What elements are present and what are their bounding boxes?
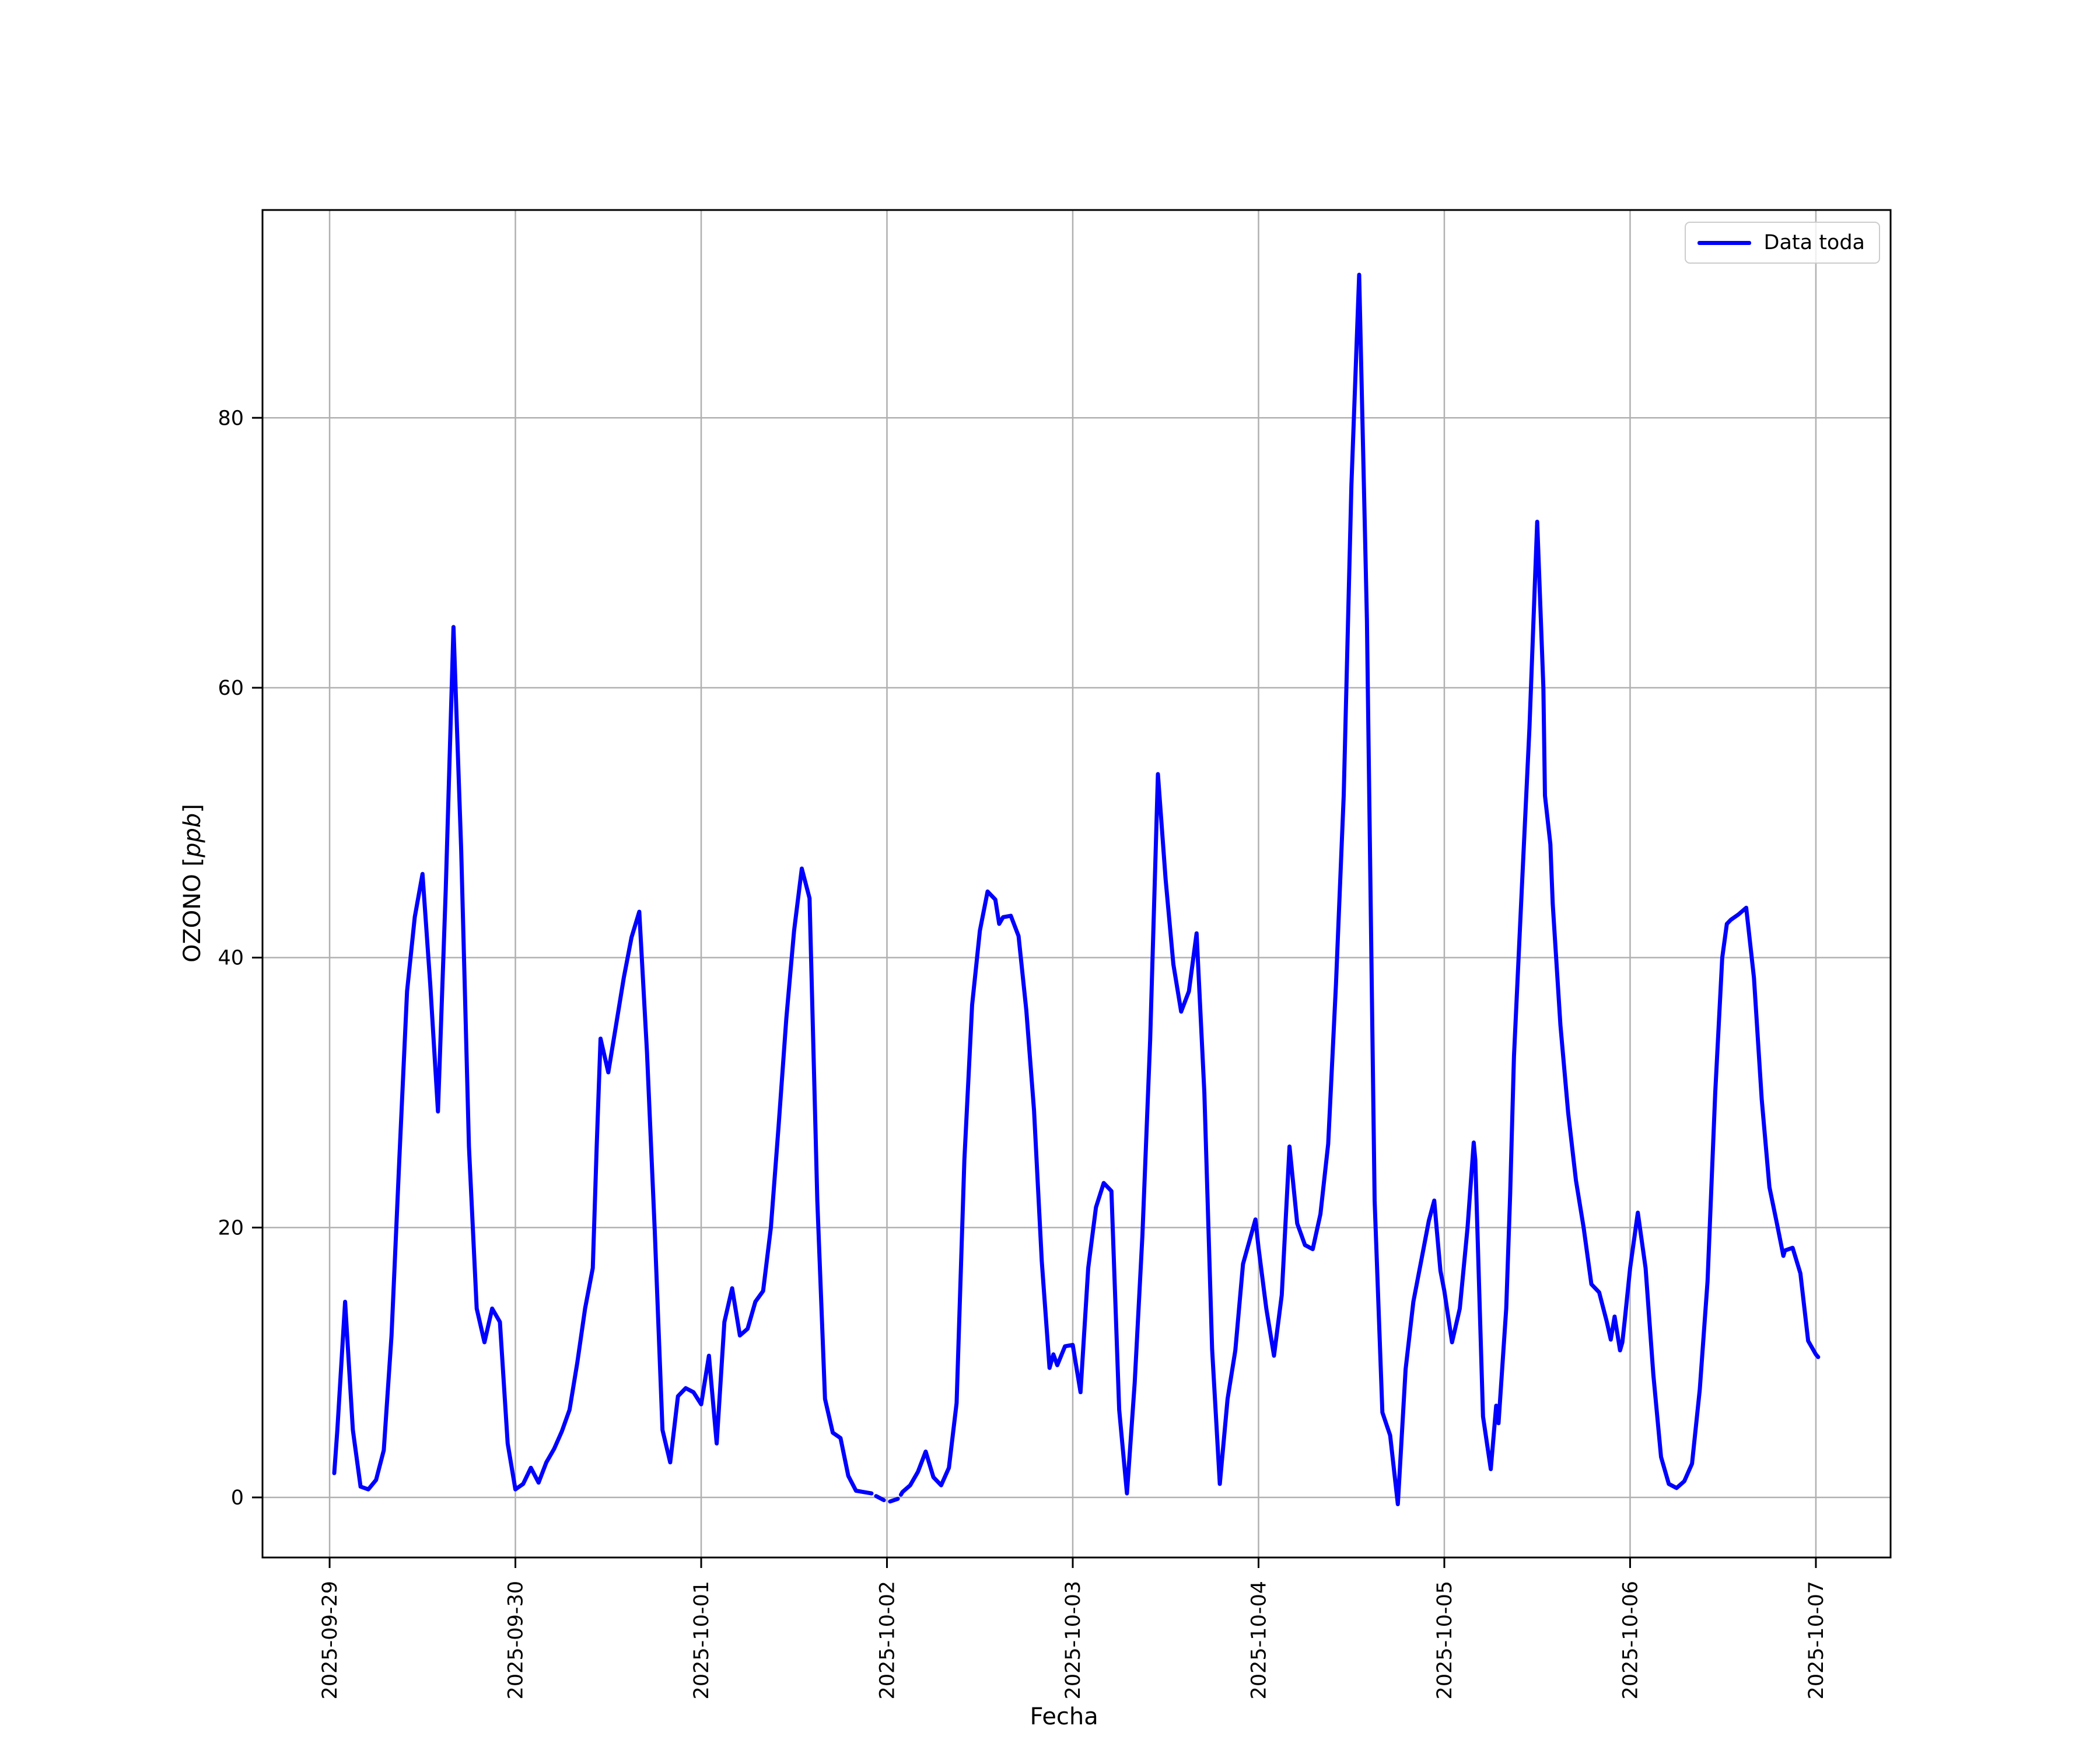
y-tick-label: 80: [218, 407, 244, 430]
data-series-line: [332, 272, 1821, 1507]
y-axis-label-unit: ppb: [179, 813, 206, 858]
line-dash-segment: [874, 1494, 886, 1503]
x-tick-label: 2025-09-29: [318, 1581, 342, 1699]
x-tick-label: 2025-10-07: [1805, 1581, 1828, 1699]
line-solid-segment: [332, 625, 874, 1496]
y-tick-label: 40: [218, 947, 244, 970]
gridlines: [262, 210, 1891, 1558]
x-tick-label: 2025-10-06: [1619, 1581, 1642, 1699]
line-solid-segment: [898, 272, 1821, 1507]
y-tick-label: 20: [218, 1216, 244, 1240]
x-axis-label: Fecha: [1030, 1703, 1098, 1730]
legend-label: Data toda: [1763, 231, 1866, 254]
y-tick-label: 0: [231, 1486, 244, 1510]
y-axis-label: OZONO [ppb]: [179, 708, 206, 1058]
y-tick-label: 60: [218, 677, 244, 700]
x-tick-label: 2025-09-30: [505, 1581, 528, 1699]
x-tick-label: 2025-10-05: [1433, 1581, 1457, 1699]
line-dash-segment: [888, 1496, 900, 1504]
y-axis-label-prefix: OZONO [: [179, 857, 206, 963]
legend: Data toda: [1684, 222, 1880, 264]
y-axis-label-suffix: ]: [179, 804, 206, 813]
legend-line-swatch: [1697, 240, 1751, 245]
ticks: [252, 416, 1817, 1568]
x-tick-label: 2025-10-03: [1062, 1581, 1085, 1699]
axes-frame: [261, 209, 1892, 1559]
x-tick-label: 2025-10-01: [690, 1581, 713, 1699]
x-tick-label: 2025-10-04: [1247, 1581, 1270, 1699]
tick-labels: 0 20 40 60 80 2025-09-29 2025-09-30 2025-10-01 2…: [218, 407, 1828, 1699]
x-tick-label: 2025-10-02: [876, 1581, 900, 1699]
